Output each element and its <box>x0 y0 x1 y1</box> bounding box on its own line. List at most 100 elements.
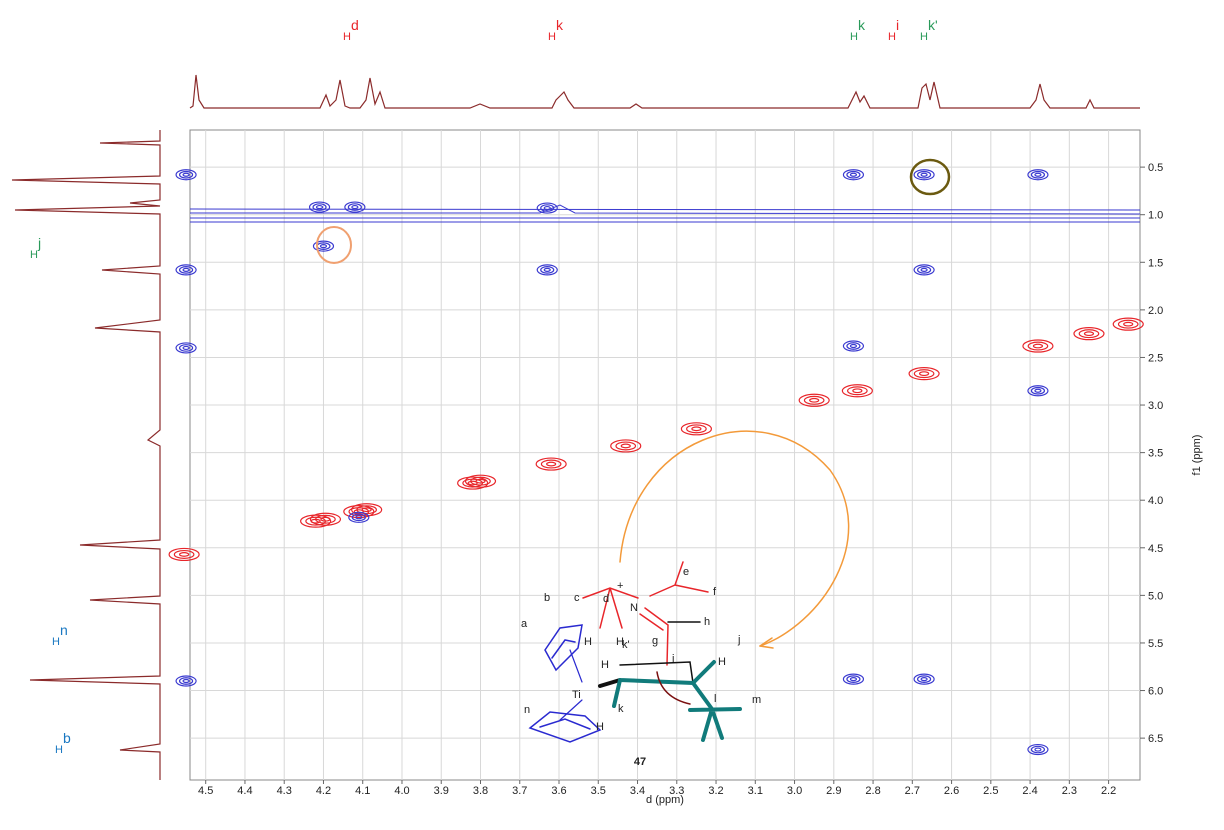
ring <box>544 624 583 672</box>
y-tick-label: 5.5 <box>1148 638 1163 650</box>
y-axis-label: f1 (ppm) <box>1191 435 1203 476</box>
cross-peak <box>916 266 932 274</box>
cross-peak <box>344 201 366 213</box>
x-tick-label: 4.0 <box>394 785 409 797</box>
y-tick-label: 3.5 <box>1148 448 1163 460</box>
y-tick-label: 5.0 <box>1148 590 1163 602</box>
grid <box>190 130 1145 784</box>
cross-peak <box>1034 172 1042 177</box>
proton-letter: H <box>55 744 63 756</box>
cross-peak <box>320 516 331 522</box>
cross-peak <box>1034 388 1042 393</box>
cross-peak <box>475 478 486 484</box>
atom-label: b <box>544 592 550 604</box>
proton-superscript: i <box>896 17 899 33</box>
x-tick-label: 3.0 <box>787 785 802 797</box>
cross-peak <box>798 393 830 407</box>
cross-peak <box>470 476 491 486</box>
nitrogen-label: N <box>630 602 638 614</box>
x-tick-label: 3.8 <box>473 785 488 797</box>
plot-frame <box>189 129 1141 781</box>
cross-peak <box>351 204 359 210</box>
y-tick-label: 1.5 <box>1148 257 1163 269</box>
cross-peak <box>540 266 555 274</box>
cross-peak <box>315 514 336 524</box>
cross-peak <box>319 244 328 249</box>
cross-peak <box>916 170 932 179</box>
cross-peak <box>309 512 342 526</box>
arrow-head <box>759 637 774 649</box>
cross-peak <box>182 345 190 351</box>
cross-peak <box>1030 386 1046 395</box>
proton-superscript: d <box>351 17 359 33</box>
x-tick-label: 4.5 <box>198 785 213 797</box>
cross-peak <box>913 264 935 276</box>
proton-letter: H <box>888 31 896 43</box>
cross-peak <box>615 441 637 451</box>
atom-label: l <box>714 693 716 705</box>
cross-peak <box>849 172 858 177</box>
y-tick-label: 4.5 <box>1148 543 1163 555</box>
proton-letter: H <box>850 31 858 43</box>
ridge-line <box>189 208 1141 211</box>
atom-label: c <box>574 592 580 604</box>
cross-peak <box>464 474 497 488</box>
cross-peak <box>849 677 858 682</box>
ridge-line <box>190 204 1141 215</box>
top-projection <box>189 74 1140 109</box>
cross-peak <box>842 340 865 352</box>
cross-peak <box>168 547 200 562</box>
atom-label: i <box>672 653 674 665</box>
y-tick-label: 2.0 <box>1148 305 1163 317</box>
x-tick-label: 2.2 <box>1101 785 1116 797</box>
x-axis-label: d (ppm) <box>646 794 684 806</box>
hydrogen-label: H <box>596 721 604 733</box>
cross-peak <box>315 204 324 210</box>
atom-label: e <box>683 566 689 578</box>
proton-label: Hi <box>888 17 899 43</box>
cross-peak <box>543 205 551 211</box>
proton-label: Hk <box>548 17 564 43</box>
highlight-circle <box>909 158 951 196</box>
x-tick-label: 3.9 <box>434 785 449 797</box>
cross-peak <box>175 342 197 354</box>
atom-label: d <box>603 593 609 605</box>
cross-peak <box>178 344 194 352</box>
cross-peak <box>355 515 363 520</box>
cross-peak <box>842 673 865 685</box>
x-tick-label: 3.6 <box>551 785 566 797</box>
cross-peak <box>920 267 928 272</box>
cross-peak <box>908 367 940 381</box>
x-tick-label: 3.2 <box>708 785 723 797</box>
cross-peak <box>351 503 383 517</box>
cross-peak <box>1034 747 1042 752</box>
proton-label: Hj <box>30 235 41 261</box>
peaks <box>168 169 1144 756</box>
hydrogen-superscript: k <box>618 703 624 715</box>
proton-letter: H <box>920 31 928 43</box>
cross-peak <box>842 169 865 181</box>
x-tick-label: 2.6 <box>944 785 959 797</box>
y-tick-label: 6.5 <box>1148 733 1163 745</box>
cross-peak <box>535 457 567 471</box>
cross-peak <box>182 678 190 684</box>
cross-peak <box>361 507 372 513</box>
proton-superscript: j <box>37 235 41 251</box>
cross-peak <box>351 513 366 522</box>
proton-label: Hb <box>55 730 71 756</box>
cross-peak <box>846 170 861 179</box>
hydrogen-label: H <box>616 636 624 648</box>
cross-peak <box>852 388 863 394</box>
ring <box>528 711 602 743</box>
hydrogen-label: H <box>584 636 592 648</box>
proton-superscript: n <box>60 622 68 638</box>
cross-peak <box>918 371 930 377</box>
proton-letter: H <box>343 31 351 43</box>
cross-peak <box>540 459 562 469</box>
cross-peak <box>1027 169 1049 181</box>
proton-label: Hk' <box>920 17 938 43</box>
atom-label: a <box>521 618 528 630</box>
proton-letter: H <box>52 636 60 648</box>
